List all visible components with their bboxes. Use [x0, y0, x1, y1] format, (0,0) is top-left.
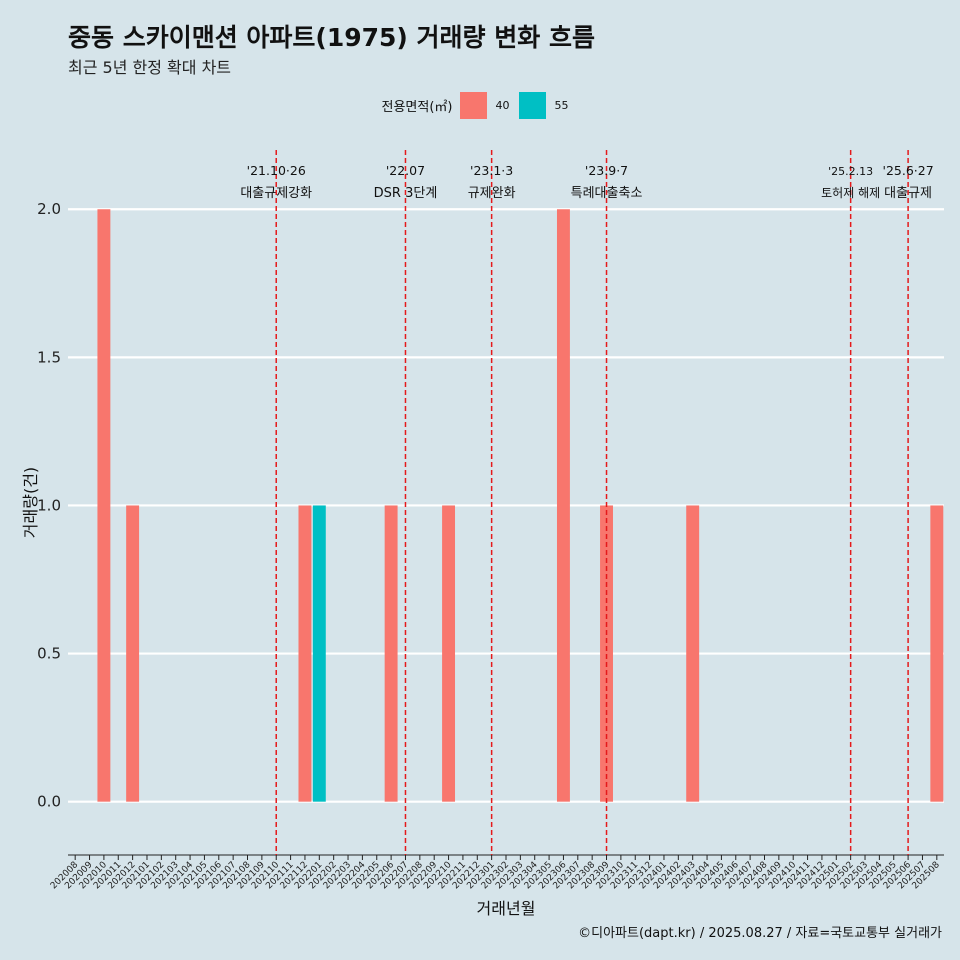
event-label: 토허제 해제 [821, 186, 880, 200]
event-date-label: '21.10·26 [247, 163, 306, 178]
legend-swatch-40 [460, 92, 488, 119]
event-date-label: '23.9·7 [585, 163, 628, 178]
legend-item-55: 55 [519, 92, 578, 119]
bar-40-202309 [600, 505, 613, 802]
legend-label-55: 55 [554, 99, 569, 112]
chart-caption: ©디아파트(dapt.kr) / 2025.08.27 / 자료=국토교통부 실… [578, 926, 942, 941]
event-date-label: '25.6·27 [883, 163, 934, 178]
event-label: 대출규제강화 [240, 186, 312, 201]
chart-subtitle: 최근 5년 한정 확대 차트 [68, 58, 232, 77]
legend-label-40: 40 [495, 99, 510, 112]
y-tick-label: 2.0 [37, 200, 61, 218]
event-date-label: '25.2.13 [828, 165, 873, 178]
legend: 전용면적(㎡) 40 55 [0, 92, 960, 119]
chart-title: 중동 스카이맨션 아파트(1975) 거래량 변화 흐름 [68, 23, 595, 52]
y-axis-title: 거래량(건) [21, 467, 40, 538]
event-date-label: '23.1·3 [470, 163, 513, 178]
event-label: 대출규제 [884, 186, 932, 201]
event-label: DSR 3단계 [374, 186, 438, 201]
bar-40-202010 [97, 209, 111, 802]
bar-40-202012 [126, 505, 140, 802]
bar-40-202210 [442, 505, 456, 802]
x-axis-title: 거래년월 [477, 899, 536, 918]
event-label: 특례대출축소 [571, 186, 643, 201]
bar-40-202508 [930, 505, 944, 802]
bar-40-202112 [298, 505, 312, 802]
bar-40-202206 [384, 505, 398, 802]
bar-40-202306 [556, 209, 570, 802]
legend-swatch-55 [519, 92, 547, 119]
legend-title: 전용면적(㎡) [381, 100, 453, 115]
y-tick-label: 1.0 [37, 496, 61, 514]
event-label: 규제완화 [468, 186, 516, 201]
y-tick-label: 0.5 [37, 645, 61, 663]
bar-40-202403 [686, 505, 700, 802]
y-tick-label: 0.0 [37, 793, 61, 811]
bar-55-202201 [312, 505, 326, 802]
y-tick-label: 1.5 [37, 348, 61, 366]
event-date-label: '22.07 [386, 163, 425, 178]
legend-item-40: 40 [460, 92, 519, 119]
